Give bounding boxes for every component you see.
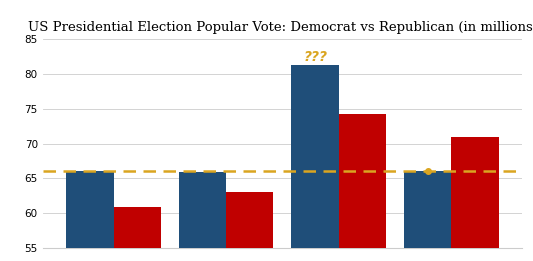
Title: US Presidential Election Popular Vote: Democrat vs Republican (in millions): US Presidential Election Popular Vote: D…	[28, 21, 533, 34]
Bar	[226, 192, 273, 261]
Bar	[114, 207, 161, 261]
Bar	[339, 114, 386, 261]
Bar	[404, 171, 451, 261]
Text: ???: ???	[303, 50, 327, 63]
Bar	[179, 172, 226, 261]
Bar	[66, 171, 114, 261]
Bar	[451, 137, 499, 261]
Bar	[292, 65, 339, 261]
